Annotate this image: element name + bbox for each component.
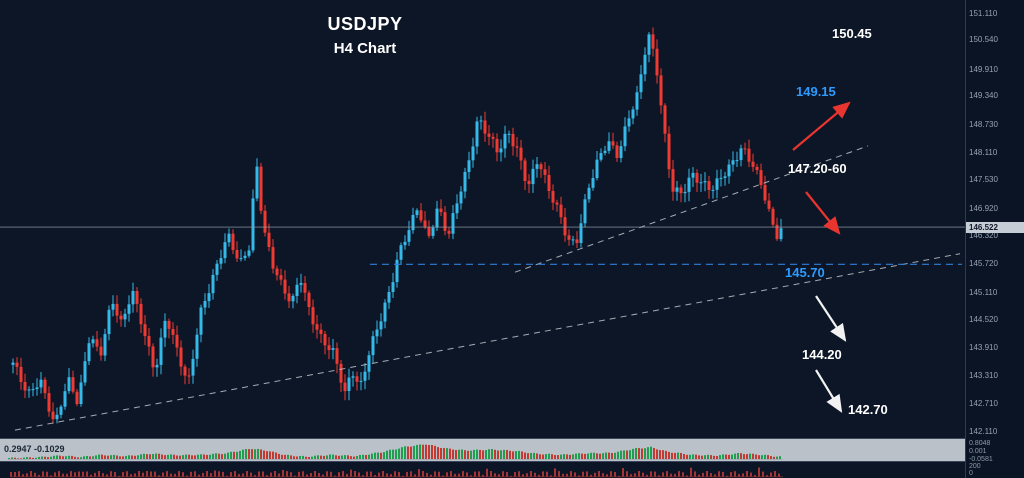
price-annotation-150-45: 150.45: [832, 26, 872, 41]
axis-price-label: 148.730: [969, 120, 998, 129]
axis-price-label: 145.720: [969, 259, 998, 268]
volume-axis-label: 0: [969, 470, 973, 477]
axis-price-label: 142.110: [969, 427, 998, 436]
chart-area[interactable]: USDJPY H4 Chart 150.45 149.15 147.20-60 145…: [0, 0, 965, 438]
axis-price-label: 145.110: [969, 288, 998, 297]
axis-price-label: 151.110: [969, 9, 998, 18]
price-axis[interactable]: 151.110 150.540 149.910 149.340 148.730 148.1…: [965, 0, 1024, 478]
indicator-values-label: 0.2947 -0.1029: [4, 444, 65, 454]
price-annotation-142-70: 142.70: [848, 402, 888, 417]
price-annotation-149-15: 149.15: [796, 84, 836, 99]
axis-price-label: 146.320: [969, 231, 998, 240]
oscillator-histogram: [8, 444, 783, 460]
oscillator-axis-label: 0.001: [969, 448, 987, 455]
axis-price-label: 148.110: [969, 148, 998, 157]
volume-axis-label: 200: [969, 463, 981, 470]
axis-price-label: 142.710: [969, 399, 998, 408]
axis-price-label: 143.310: [969, 371, 998, 380]
oscillator-axis-label: 0.8048: [969, 440, 991, 447]
candlestick-chart: [0, 27, 965, 431]
volume-histogram: [10, 467, 783, 478]
axis-price-label: 149.910: [969, 65, 998, 74]
current-price-badge: 146.522: [966, 222, 1024, 233]
axis-price-label: 144.520: [969, 315, 998, 324]
symbol-title: USDJPY: [327, 14, 403, 34]
price-annotation-144-20: 144.20: [802, 347, 842, 362]
timeframe-title: H4 Chart: [333, 40, 397, 57]
price-annotation-147-20-60: 147.20-60: [788, 161, 847, 176]
oscillator-axis-label: -0.0581: [969, 456, 993, 463]
volume-panel: [0, 461, 965, 478]
price-annotation-145-70: 145.70: [785, 265, 825, 280]
axis-price-label: 147.530: [969, 175, 998, 184]
axis-price-label: 150.540: [969, 35, 998, 44]
oscillator-panel: 0.2947 -0.1029: [0, 438, 965, 461]
chart-title: USDJPY H4 Chart: [300, 14, 430, 57]
axis-price-label: 146.920: [969, 204, 998, 213]
axis-price-label: 143.910: [969, 343, 998, 352]
axis-price-label: 149.340: [969, 91, 998, 100]
